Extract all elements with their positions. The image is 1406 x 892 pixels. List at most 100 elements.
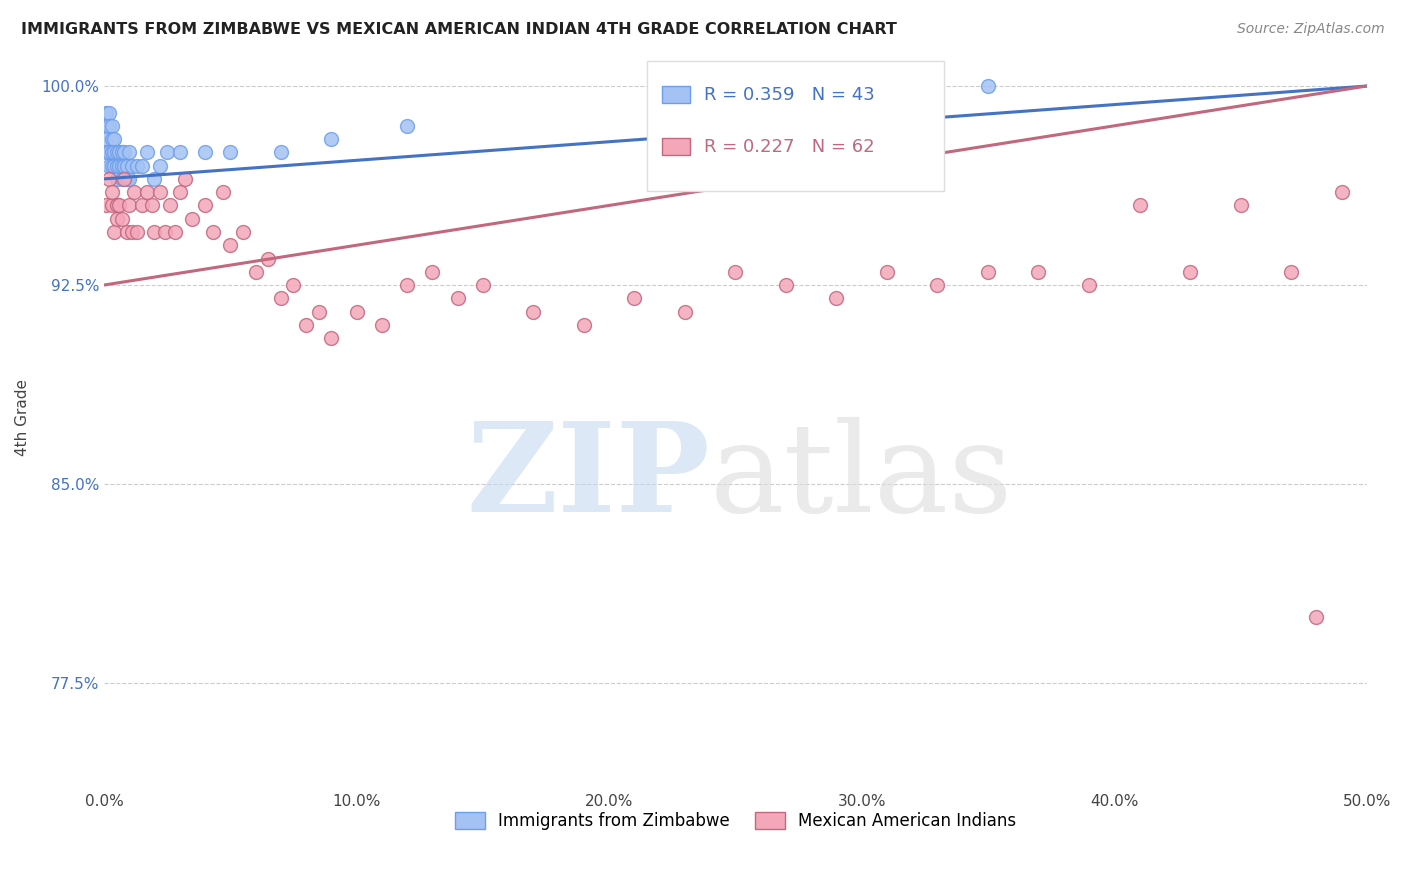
Point	[118, 145, 141, 160]
Point	[135, 185, 157, 199]
Text: Source: ZipAtlas.com: Source: ZipAtlas.com	[1237, 22, 1385, 37]
Point	[257, 252, 280, 266]
Point	[98, 119, 121, 133]
Point	[623, 291, 645, 305]
Point	[471, 278, 494, 293]
Point	[724, 265, 747, 279]
Point	[115, 172, 138, 186]
Point	[105, 145, 128, 160]
Y-axis label: 4th Grade: 4th Grade	[15, 379, 30, 456]
Text: R = 0.227   N = 62: R = 0.227 N = 62	[704, 137, 875, 155]
Point	[295, 318, 318, 332]
Bar	[662, 138, 690, 154]
Point	[321, 132, 343, 146]
Point	[1279, 265, 1302, 279]
Point	[308, 304, 330, 318]
Point	[159, 198, 181, 212]
Point	[775, 278, 797, 293]
Point	[105, 211, 128, 226]
Point	[118, 198, 141, 212]
Point	[194, 145, 217, 160]
Point	[825, 291, 848, 305]
Legend: Immigrants from Zimbabwe, Mexican American Indians: Immigrants from Zimbabwe, Mexican Americ…	[449, 805, 1022, 837]
Point	[169, 145, 191, 160]
Point	[673, 304, 696, 318]
Text: ZIP: ZIP	[467, 417, 710, 538]
Point	[125, 159, 148, 173]
Point	[1078, 278, 1101, 293]
Text: atlas: atlas	[710, 417, 1014, 538]
Point	[125, 225, 148, 239]
Point	[169, 185, 191, 199]
Text: R = 0.359   N = 43: R = 0.359 N = 43	[704, 86, 875, 103]
Point	[181, 211, 204, 226]
Point	[143, 172, 166, 186]
Point	[112, 145, 135, 160]
Point	[1178, 265, 1201, 279]
Point	[121, 225, 143, 239]
Point	[96, 119, 118, 133]
Point	[420, 265, 443, 279]
Point	[156, 145, 179, 160]
Point	[219, 145, 242, 160]
Point	[98, 172, 121, 186]
Point	[148, 185, 170, 199]
Point	[346, 304, 368, 318]
Point	[112, 159, 135, 173]
Point	[977, 265, 1000, 279]
Point	[111, 211, 134, 226]
Point	[98, 105, 121, 120]
Point	[98, 159, 121, 173]
Point	[111, 172, 134, 186]
Point	[201, 225, 224, 239]
Point	[219, 238, 242, 252]
Point	[1305, 609, 1327, 624]
Point	[1028, 265, 1050, 279]
Point	[108, 145, 131, 160]
Point	[173, 172, 195, 186]
Point	[105, 198, 128, 212]
Point	[105, 172, 128, 186]
Point	[194, 198, 217, 212]
Point	[121, 159, 143, 173]
Point	[100, 145, 122, 160]
Point	[1330, 185, 1353, 199]
Point	[103, 159, 125, 173]
Point	[96, 132, 118, 146]
Point	[283, 278, 305, 293]
Point	[371, 318, 394, 332]
Point	[245, 265, 267, 279]
Point	[108, 159, 131, 173]
Point	[100, 159, 122, 173]
Point	[163, 225, 186, 239]
Point	[270, 291, 292, 305]
Point	[141, 198, 163, 212]
Point	[96, 198, 118, 212]
Point	[118, 172, 141, 186]
Point	[115, 159, 138, 173]
Point	[100, 119, 122, 133]
Point	[100, 198, 122, 212]
Point	[98, 145, 121, 160]
Point	[1128, 198, 1150, 212]
Point	[100, 132, 122, 146]
Point	[232, 225, 254, 239]
Point	[522, 304, 544, 318]
Bar	[647, 61, 943, 191]
Point	[131, 198, 153, 212]
Point	[153, 225, 176, 239]
Point	[876, 265, 898, 279]
Point	[108, 198, 131, 212]
Point	[270, 145, 292, 160]
Point	[396, 278, 419, 293]
Point	[446, 291, 468, 305]
Point	[111, 159, 134, 173]
Text: IMMIGRANTS FROM ZIMBABWE VS MEXICAN AMERICAN INDIAN 4TH GRADE CORRELATION CHART: IMMIGRANTS FROM ZIMBABWE VS MEXICAN AMER…	[21, 22, 897, 37]
Point	[131, 159, 153, 173]
Point	[96, 145, 118, 160]
Point	[211, 185, 233, 199]
Point	[124, 185, 146, 199]
Point	[135, 145, 157, 160]
Point	[321, 331, 343, 345]
Bar	[662, 87, 690, 103]
